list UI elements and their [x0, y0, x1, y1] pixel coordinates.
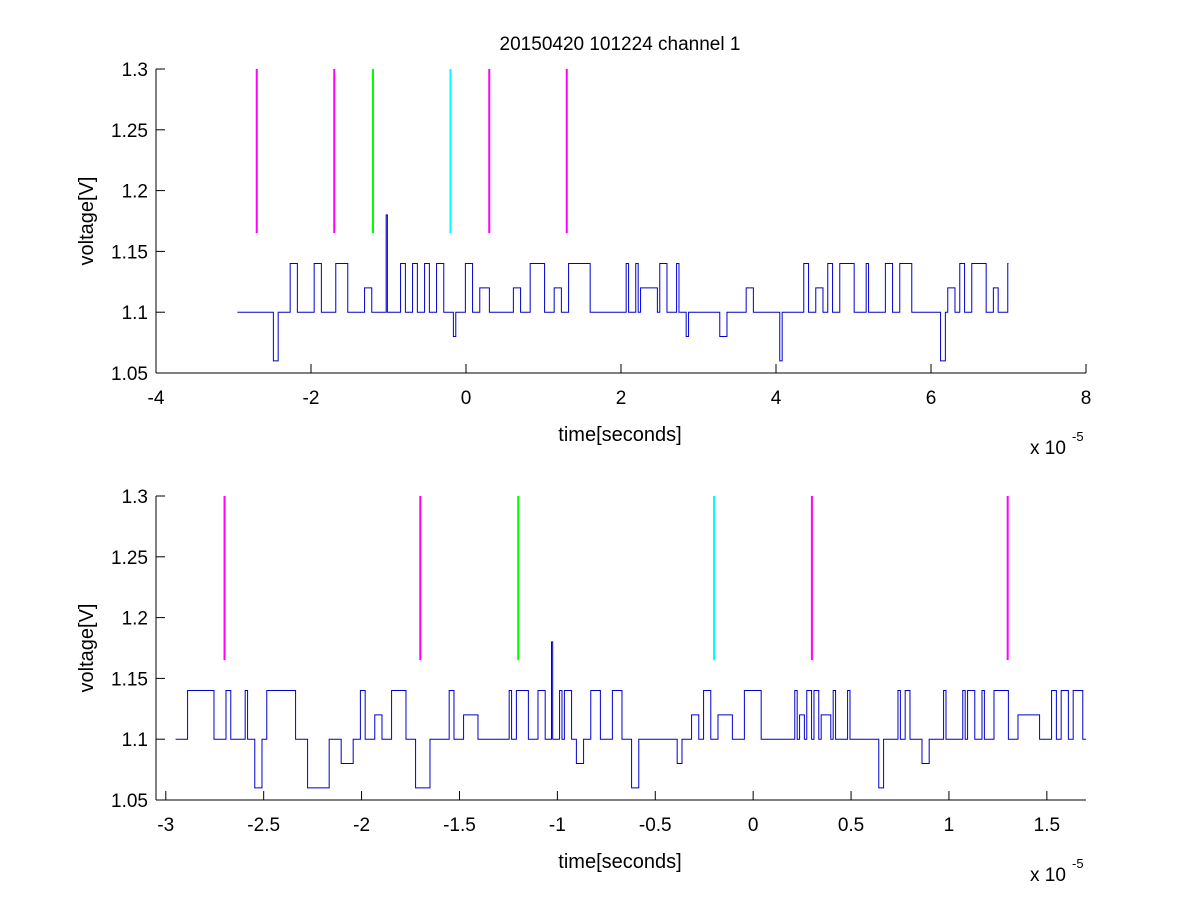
x-tick-label: 4	[771, 388, 782, 409]
x-tick-label: 1	[944, 815, 955, 836]
y-tick-label: 1.15	[111, 669, 148, 690]
x-tick-label: 1.5	[1034, 815, 1060, 836]
y-tick-label: 1.1	[122, 303, 148, 324]
y-tick-label: 1.1	[122, 730, 148, 751]
x-exponent-label: x 10	[1030, 865, 1066, 886]
y-tick-label: 1.05	[111, 791, 148, 812]
x-tick-label: -4	[148, 388, 165, 409]
y-axis-label: voltage[V]	[76, 177, 98, 266]
x-tick-label: -2.5	[247, 815, 280, 836]
x-tick-label: 6	[926, 388, 937, 409]
top-plot: 1.05 1.1 1.15 1.2 1.25 1.3 -4 -2 0 2 4 6 8 time[secon…	[76, 60, 1091, 459]
x-axis-label: time[seconds]	[558, 424, 681, 446]
x-tick-label: 8	[1081, 388, 1092, 409]
x-tick-label: 0.5	[838, 815, 864, 836]
x-tick-label: -2	[303, 388, 320, 409]
y-tick-label: 1.2	[122, 182, 148, 203]
x-tick-label: 0	[748, 815, 759, 836]
y-tick-label: 1.25	[111, 548, 148, 569]
x-axis-label: time[seconds]	[558, 851, 681, 873]
y-tick-label: 1.05	[111, 364, 148, 385]
x-tick-label: -2	[353, 815, 370, 836]
y-tick-label: 1.15	[111, 242, 148, 263]
x-exponent-value: -5	[1072, 856, 1084, 871]
x-tick-label: 0	[461, 388, 472, 409]
signal-trace	[237, 214, 1009, 362]
x-tick-label: -3	[157, 815, 174, 836]
x-exponent-label: x 10	[1030, 438, 1066, 459]
y-tick-label: 1.3	[122, 60, 148, 81]
x-exponent-value: -5	[1072, 429, 1084, 444]
y-axis-label: voltage[V]	[76, 604, 98, 693]
x-tick-label: -1.5	[443, 815, 476, 836]
x-tick-label: 2	[616, 388, 627, 409]
y-tick-label: 1.25	[111, 121, 148, 142]
y-tick-label: 1.2	[122, 609, 148, 630]
chart-title: 20150420 101224 channel 1	[500, 34, 741, 55]
y-tick-label: 1.3	[122, 487, 148, 508]
bottom-plot: 1.05 1.1 1.15 1.2 1.25 1.3 -3 -2.5 -2 -1.5 -1 -0.5 0…	[76, 487, 1086, 886]
x-tick-label: -0.5	[639, 815, 672, 836]
x-tick-label: -1	[549, 815, 566, 836]
signal-trace	[175, 641, 1086, 789]
